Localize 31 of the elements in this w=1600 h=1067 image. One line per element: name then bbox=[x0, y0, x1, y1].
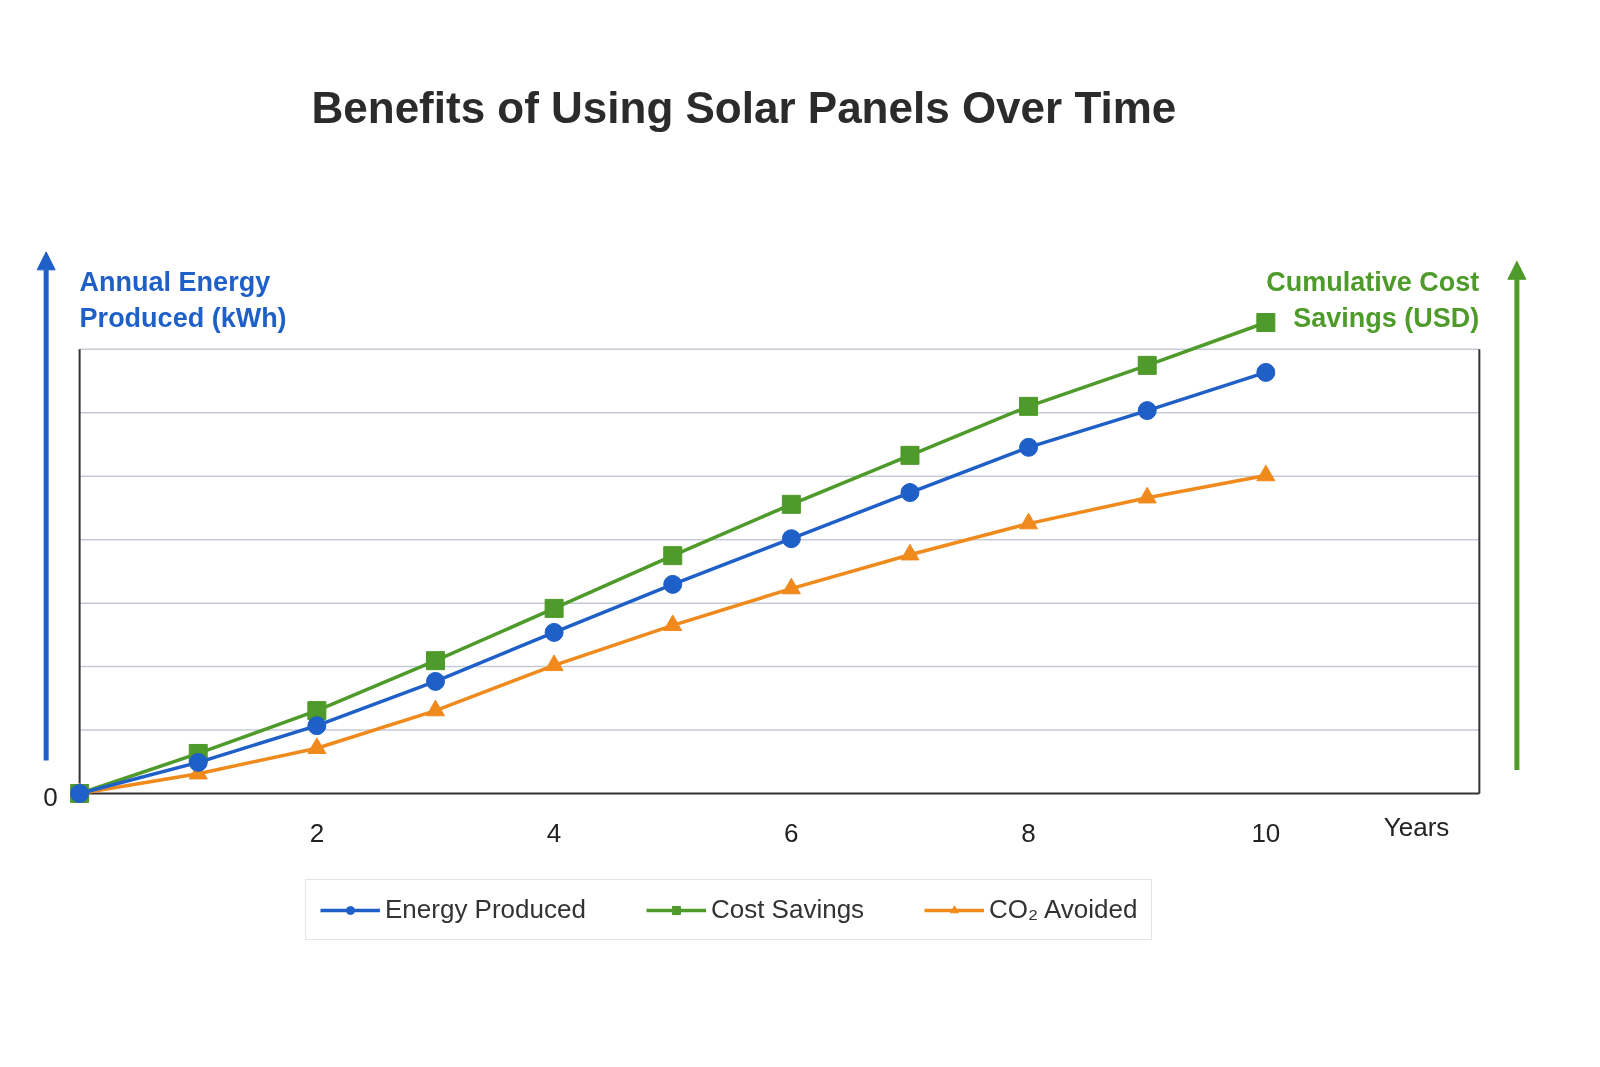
point bbox=[425, 671, 445, 691]
point bbox=[1137, 355, 1157, 375]
point bbox=[1256, 362, 1276, 382]
x-tick-label: 4 bbox=[546, 817, 562, 848]
x-tick-label: 6 bbox=[784, 817, 799, 848]
point bbox=[1019, 437, 1039, 457]
point bbox=[544, 598, 564, 618]
point bbox=[900, 483, 920, 503]
x-axis-title: Years bbox=[1383, 811, 1450, 842]
x-tick-label: 2 bbox=[309, 817, 325, 848]
point bbox=[900, 445, 920, 465]
point bbox=[663, 574, 683, 594]
legend-label: Cost Savings bbox=[710, 894, 865, 925]
legend-label: CO₂ Avoided bbox=[989, 894, 1138, 925]
point bbox=[425, 651, 445, 671]
point bbox=[188, 752, 208, 772]
point bbox=[781, 494, 801, 514]
point bbox=[307, 716, 327, 736]
annotation: 0 bbox=[43, 781, 58, 812]
legend-label: Energy Produced bbox=[385, 894, 586, 925]
x-tick-label: 8 bbox=[1021, 817, 1036, 848]
point bbox=[1256, 313, 1276, 332]
point bbox=[1137, 401, 1157, 421]
y2-axis-title: Cumulative Cost Savings (USD) bbox=[1266, 267, 1480, 334]
point bbox=[544, 622, 564, 642]
point bbox=[781, 529, 801, 549]
x-tick-label: 10 bbox=[1251, 817, 1281, 848]
point bbox=[1019, 396, 1039, 416]
y-axis-title: Annual Energy Produced (kWh) bbox=[79, 267, 287, 334]
chart-title: Benefits of Using Solar Panels Over Time bbox=[311, 83, 1177, 132]
point bbox=[663, 546, 683, 566]
